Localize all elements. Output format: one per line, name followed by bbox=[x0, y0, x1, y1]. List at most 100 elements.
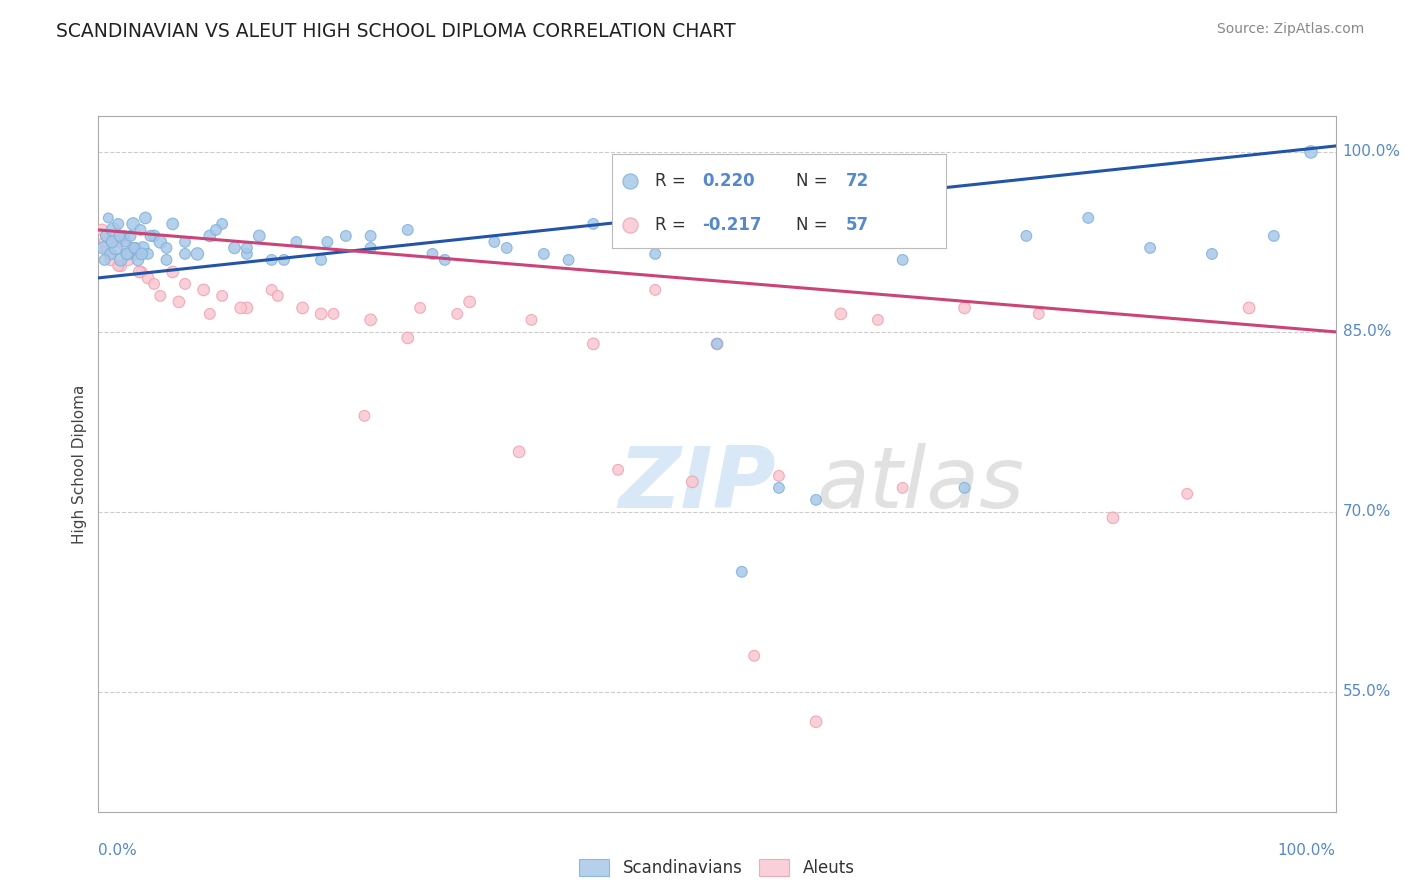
Point bbox=[124, 247, 146, 261]
Point bbox=[644, 283, 666, 297]
Point bbox=[174, 277, 197, 291]
Point bbox=[128, 265, 150, 279]
Y-axis label: High School Diploma: High School Diploma bbox=[72, 384, 87, 543]
Point bbox=[891, 252, 914, 267]
Point bbox=[134, 211, 156, 225]
Point bbox=[1237, 301, 1260, 315]
Point bbox=[98, 247, 121, 261]
Point bbox=[353, 409, 375, 423]
Point bbox=[229, 301, 252, 315]
Point bbox=[1201, 247, 1223, 261]
Point bbox=[1139, 241, 1161, 255]
Point bbox=[891, 481, 914, 495]
Point bbox=[124, 241, 146, 255]
Point bbox=[110, 259, 132, 273]
Point bbox=[582, 337, 605, 351]
Point bbox=[644, 247, 666, 261]
Text: ZIP: ZIP bbox=[619, 443, 776, 526]
Point bbox=[167, 294, 190, 309]
Point bbox=[866, 313, 889, 327]
Point bbox=[198, 307, 221, 321]
Point bbox=[211, 289, 233, 303]
Legend: Scandinavians, Aleuts: Scandinavians, Aleuts bbox=[572, 852, 862, 883]
Point bbox=[267, 289, 290, 303]
Point bbox=[143, 277, 166, 291]
Point bbox=[1028, 307, 1050, 321]
Point bbox=[742, 648, 765, 663]
Point bbox=[108, 228, 131, 243]
Point bbox=[104, 241, 127, 255]
Point bbox=[706, 337, 728, 351]
Point bbox=[335, 228, 357, 243]
Point bbox=[155, 252, 177, 267]
Point bbox=[309, 307, 332, 321]
Point bbox=[93, 235, 115, 249]
Point bbox=[273, 252, 295, 267]
Point bbox=[953, 301, 976, 315]
Point bbox=[508, 445, 530, 459]
Point bbox=[107, 259, 129, 273]
Point bbox=[114, 235, 136, 249]
Point bbox=[396, 223, 419, 237]
Text: 85.0%: 85.0% bbox=[1343, 325, 1391, 339]
Point bbox=[205, 223, 228, 237]
Point bbox=[224, 241, 246, 255]
Point bbox=[409, 301, 432, 315]
Point bbox=[162, 217, 184, 231]
Point bbox=[94, 228, 117, 243]
Point bbox=[309, 252, 332, 267]
Point bbox=[1299, 145, 1322, 159]
Point bbox=[557, 252, 579, 267]
Point bbox=[520, 313, 543, 327]
Point bbox=[706, 337, 728, 351]
Point bbox=[804, 492, 827, 507]
Point bbox=[97, 211, 120, 225]
Point bbox=[1263, 228, 1285, 243]
Point bbox=[115, 247, 138, 261]
Point bbox=[136, 247, 159, 261]
Point bbox=[120, 228, 142, 243]
Point bbox=[260, 252, 283, 267]
Text: 100.0%: 100.0% bbox=[1343, 145, 1400, 160]
Point bbox=[94, 241, 117, 255]
Point bbox=[127, 252, 149, 267]
Point bbox=[103, 228, 125, 243]
Point bbox=[1015, 228, 1038, 243]
Point bbox=[1102, 511, 1125, 525]
Point bbox=[953, 481, 976, 495]
Point bbox=[117, 252, 139, 267]
Point bbox=[93, 252, 115, 267]
Point bbox=[360, 241, 382, 255]
Point bbox=[149, 289, 172, 303]
Point bbox=[193, 283, 215, 297]
Point bbox=[186, 247, 208, 261]
Point bbox=[121, 241, 143, 255]
Point bbox=[112, 228, 135, 243]
Point bbox=[236, 241, 259, 255]
Text: 0.0%: 0.0% bbox=[98, 843, 138, 858]
Point bbox=[132, 241, 155, 255]
Text: atlas: atlas bbox=[815, 443, 1024, 526]
Point bbox=[155, 241, 177, 255]
Point bbox=[247, 228, 270, 243]
Point bbox=[607, 463, 630, 477]
Point bbox=[112, 228, 135, 243]
Point bbox=[103, 223, 125, 237]
Point bbox=[139, 228, 162, 243]
Point bbox=[100, 252, 122, 267]
Point bbox=[458, 294, 481, 309]
Point bbox=[533, 247, 555, 261]
Point bbox=[360, 313, 382, 327]
Point bbox=[322, 307, 344, 321]
Point bbox=[1077, 211, 1099, 225]
Point bbox=[768, 481, 790, 495]
Point bbox=[93, 241, 115, 255]
Point bbox=[360, 228, 382, 243]
Point bbox=[131, 265, 153, 279]
Point bbox=[804, 714, 827, 729]
Point bbox=[495, 241, 517, 255]
Point bbox=[830, 217, 852, 231]
Point bbox=[446, 307, 468, 321]
Point bbox=[122, 247, 145, 261]
Point bbox=[131, 247, 153, 261]
